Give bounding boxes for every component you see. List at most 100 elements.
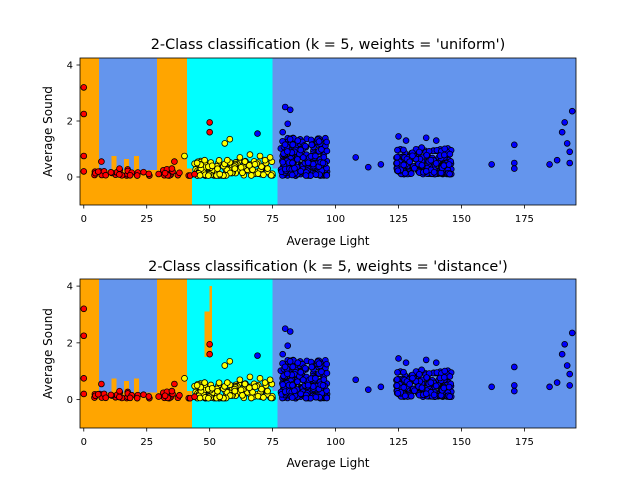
data-point-c — [319, 159, 327, 167]
data-point-c — [445, 161, 453, 168]
data-point-c — [430, 168, 438, 176]
data-point-c — [304, 159, 312, 167]
x-tick-label: 0 — [81, 437, 87, 448]
data-point-b — [181, 375, 188, 382]
data-point-c — [393, 153, 401, 161]
data-point-b — [246, 373, 254, 381]
data-point-a — [168, 387, 176, 395]
chart-title: 2-Class classification (k = 5, weights =… — [151, 37, 505, 53]
data-point-a — [116, 171, 123, 178]
data-point-c — [558, 128, 566, 136]
data-point-c — [511, 159, 518, 167]
data-point-a — [116, 387, 123, 395]
plot-area — [79, 278, 577, 429]
data-point-c — [393, 159, 401, 167]
x-tick-label: 125 — [389, 214, 408, 225]
data-point-c — [302, 394, 310, 402]
data-point-c — [279, 381, 287, 388]
data-point-a — [80, 152, 88, 160]
data-point-b — [221, 362, 229, 369]
x-tick-label: 100 — [326, 437, 345, 448]
data-point-b — [215, 157, 223, 164]
data-point-c — [418, 384, 426, 392]
data-point-a — [126, 394, 134, 402]
data-point-b — [181, 152, 188, 160]
data-point-a — [206, 340, 213, 348]
data-point-a — [94, 168, 102, 175]
data-point-c — [364, 163, 372, 171]
data-point-c — [254, 352, 261, 359]
data-point-c — [286, 328, 294, 335]
data-point-c — [568, 107, 576, 115]
data-point-c — [409, 152, 416, 160]
data-point-c — [312, 152, 319, 160]
y-axis-label: Average Sound — [41, 86, 55, 177]
data-point-a — [107, 169, 115, 176]
data-point-b — [223, 156, 231, 164]
x-tick-label: 125 — [389, 437, 408, 448]
data-point-c — [558, 350, 566, 358]
data-point-c — [400, 384, 408, 391]
data-point-c — [279, 128, 286, 136]
data-point-c — [281, 141, 289, 148]
data-point-c — [312, 171, 320, 178]
data-point-a — [126, 171, 134, 179]
data-point-c — [294, 156, 301, 163]
data-point-c — [394, 146, 401, 154]
data-point-a — [191, 393, 198, 401]
data-point-b — [196, 394, 204, 402]
y-tick-label: 0 — [67, 173, 73, 184]
scatter-points — [80, 84, 576, 179]
data-point-c — [440, 162, 448, 169]
data-point-c — [284, 342, 292, 349]
data-point-b — [256, 375, 264, 382]
x-tick-label: 50 — [203, 214, 216, 225]
data-point-b — [264, 387, 271, 395]
axes-frame — [79, 278, 577, 429]
data-point-c — [254, 130, 261, 137]
decision-region-b — [272, 171, 278, 205]
y-tick-label: 0 — [67, 395, 73, 406]
data-point-a — [116, 165, 123, 172]
data-point-c — [323, 138, 331, 146]
data-point-c — [446, 150, 454, 158]
data-point-c — [441, 151, 448, 159]
data-point-c — [432, 359, 440, 367]
data-point-b — [214, 165, 221, 173]
data-point-c — [411, 164, 418, 172]
data-point-c — [511, 165, 518, 172]
data-point-c — [323, 360, 331, 368]
data-point-c — [302, 142, 309, 150]
data-point-b — [201, 156, 208, 164]
data-point-b — [216, 170, 224, 178]
data-point-b — [208, 162, 216, 170]
data-point-c — [318, 368, 325, 375]
data-point-c — [407, 392, 415, 400]
data-point-c — [281, 325, 289, 332]
data-point-c — [394, 167, 402, 175]
data-point-a — [171, 380, 178, 388]
y-axis-label: Average Sound — [41, 308, 55, 399]
data-point-b — [267, 172, 275, 179]
data-point-a — [102, 171, 110, 179]
data-point-a — [98, 380, 105, 388]
data-point-c — [297, 168, 305, 175]
data-point-c — [393, 376, 401, 383]
data-point-c — [352, 154, 360, 161]
data-point-a — [176, 169, 183, 177]
data-point-a — [206, 119, 213, 126]
data-point-c — [441, 145, 449, 153]
data-point-b — [236, 376, 244, 384]
data-point-c — [427, 379, 435, 386]
data-point-b — [256, 152, 264, 160]
x-tick-label: 25 — [140, 437, 153, 448]
x-axis-label: Average Light — [286, 456, 369, 470]
data-point-c — [323, 172, 331, 179]
data-point-a — [80, 84, 88, 91]
plot-clip — [80, 58, 576, 205]
data-point-c — [400, 161, 408, 169]
data-point-c — [289, 159, 296, 167]
data-point-b — [251, 383, 259, 391]
data-point-c — [394, 369, 401, 376]
data-point-c — [323, 394, 331, 402]
